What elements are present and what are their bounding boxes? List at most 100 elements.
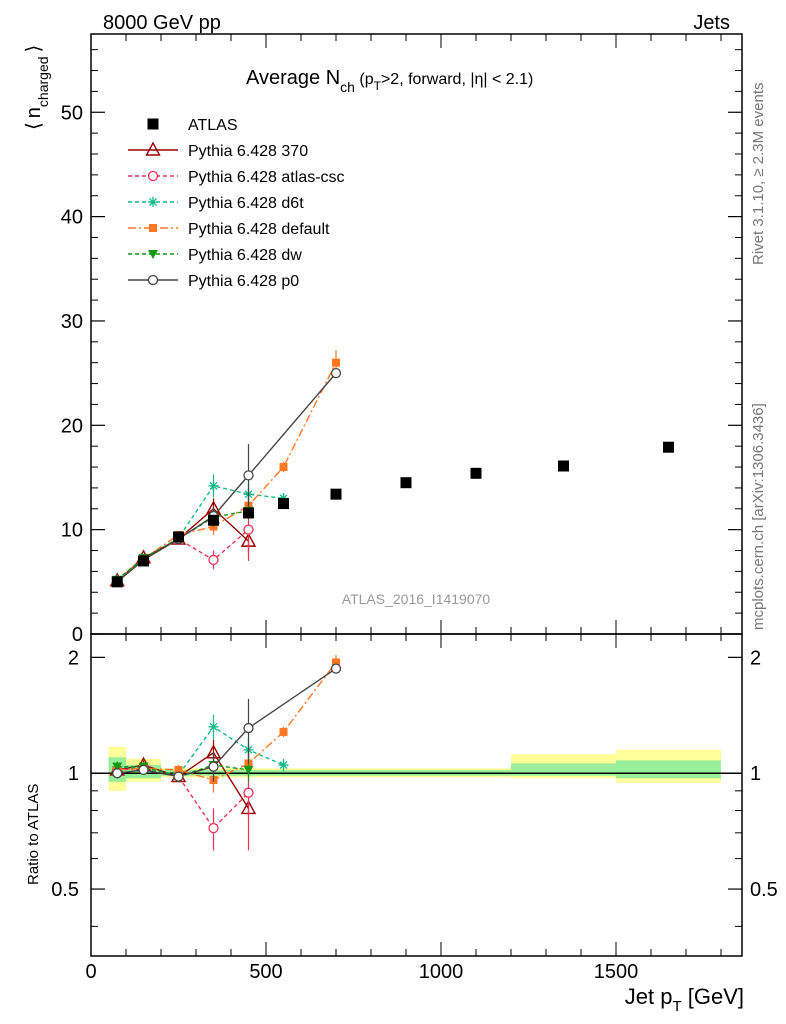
legend-marker (148, 197, 158, 207)
chart-title: Average Nch (pT>2, forward, |η| < 2.1) (246, 67, 533, 95)
series-line (116, 485, 284, 581)
data-point (243, 722, 254, 734)
data-point (278, 498, 289, 510)
data-point (243, 787, 254, 798)
uncertainty-band-inner (616, 760, 721, 779)
data-point (208, 514, 219, 526)
x-axis-label: Jet pT [GeV] (625, 984, 744, 1015)
legend-marker (148, 250, 158, 259)
ratio-series-pythia-6-428-p0 (112, 663, 342, 782)
legend-marker (149, 224, 157, 232)
series-line (116, 372, 337, 583)
ratio-plot-area (91, 654, 742, 851)
header-left: 8000 GeV pp (103, 12, 221, 34)
data-point (279, 727, 288, 736)
x-tick-label: 0 (85, 961, 96, 983)
data-point (208, 721, 219, 732)
legend-label: Pythia 6.428 p0 (188, 273, 299, 290)
data-point (332, 358, 340, 367)
y-tick-label: 40 (61, 207, 83, 229)
y-tick-label: 2 (68, 647, 79, 669)
y-tick-label: 50 (61, 102, 83, 124)
y-axis-label: ⟨ncharged⟩ (23, 45, 51, 130)
series-line (116, 510, 249, 581)
y-tick-label: 0.5 (51, 879, 79, 901)
data-point (243, 507, 254, 519)
legend-item-pythia-6-428-d6t: Pythia 6.428 d6t (128, 195, 304, 212)
legend-label: ATLAS (188, 117, 238, 134)
watermark: ATLAS_2016_I1419070 (342, 591, 491, 607)
y-tick-label-right: 1 (750, 763, 761, 785)
y-tick-label: 20 (61, 415, 83, 437)
data-point (330, 663, 342, 674)
legend: ATLAS Pythia 6.428 370 Pythia 6.428 atlas-… (128, 117, 345, 290)
mcplots-label: mcplots.cern.ch [arXiv:1306.3436] (750, 403, 767, 630)
data-point (332, 658, 340, 667)
ratio-y-label: Ratio to ATLAS (25, 784, 42, 885)
data-point (208, 480, 219, 491)
legend-label: Pythia 6.428 dw (188, 247, 302, 264)
ratio-axes: 0.5 0.5 1 1 2 2 0 500 1000 1500 (51, 634, 778, 983)
legend-item-pythia-6-428-atlas-csc: Pythia 6.428 atlas-csc (128, 169, 345, 186)
main-axes: 0 10 20 30 40 50 (61, 34, 742, 646)
main-panel: Average Nch (pT>2, forward, |η| < 2.1) ⟨… (23, 33, 743, 646)
data-point (138, 764, 149, 776)
data-point (278, 760, 289, 771)
legend-item-pythia-6-428-default: Pythia 6.428 default (128, 221, 330, 238)
data-point (208, 761, 219, 772)
data-point (330, 367, 342, 379)
legend-label: Pythia 6.428 atlas-csc (188, 169, 345, 186)
y-tick-label: 1 (68, 763, 79, 785)
legend-item-atlas: ATLAS (147, 117, 238, 134)
header-right: Jets (693, 12, 730, 34)
data-point (174, 765, 183, 774)
x-tick-label: 1500 (594, 961, 639, 983)
data-point (279, 463, 288, 472)
title-sub-T: T (374, 79, 382, 93)
rivet-label: Rivet 3.1.10, ≥ 2.3M events (750, 83, 767, 266)
y-tick-label-right: 2 (750, 647, 761, 669)
series-pythia-6-428-default (113, 350, 340, 585)
legend-marker (145, 141, 161, 156)
data-point (138, 555, 149, 567)
y-tick-label: 0 (72, 624, 83, 646)
data-point (208, 554, 219, 566)
data-point (112, 768, 123, 779)
legend-marker (147, 118, 159, 130)
y-tick-label: 30 (61, 311, 83, 333)
data-point (243, 524, 254, 535)
y-tick-label-right: 0.5 (750, 879, 778, 901)
series-line (117, 764, 249, 778)
data-point (243, 765, 254, 775)
series-pythia-6-428-p0 (112, 367, 342, 587)
legend-item-pythia-6-428-dw: Pythia 6.428 dw (128, 247, 302, 264)
data-point (243, 470, 254, 481)
y-axis-label-sub: charged (35, 56, 51, 107)
data-point (558, 460, 569, 472)
main-plot-area (109, 350, 674, 588)
ratio-frame (90, 633, 743, 957)
data-point (400, 477, 412, 489)
data-point (663, 441, 674, 453)
data-point (470, 467, 482, 479)
data-point (173, 531, 184, 543)
legend-label: Pythia 6.428 370 (188, 143, 308, 160)
data-point (173, 771, 184, 782)
series-line (116, 507, 249, 582)
legend-item-pythia-6-428-370: Pythia 6.428 370 (128, 141, 308, 160)
legend-marker (147, 170, 159, 182)
ratio-panel: Ratio to ATLAS 0.5 0.5 1 1 2 2 0 500 1000 1500 Je… (25, 633, 778, 1015)
y-tick-label: 10 (61, 520, 83, 542)
data-point (330, 488, 342, 500)
title-sub-ch: ch (340, 79, 355, 95)
legend-item-pythia-6-428-p0: Pythia 6.428 p0 (128, 273, 299, 290)
legend-label: Pythia 6.428 d6t (188, 195, 304, 212)
data-point (112, 762, 123, 772)
series-atlas-data (111, 441, 674, 588)
legend-label: Pythia 6.428 default (188, 221, 330, 238)
x-tick-label: 500 (249, 961, 282, 983)
legend-marker (147, 274, 159, 286)
x-tick-label: 1000 (419, 961, 464, 983)
series-line (116, 362, 337, 582)
